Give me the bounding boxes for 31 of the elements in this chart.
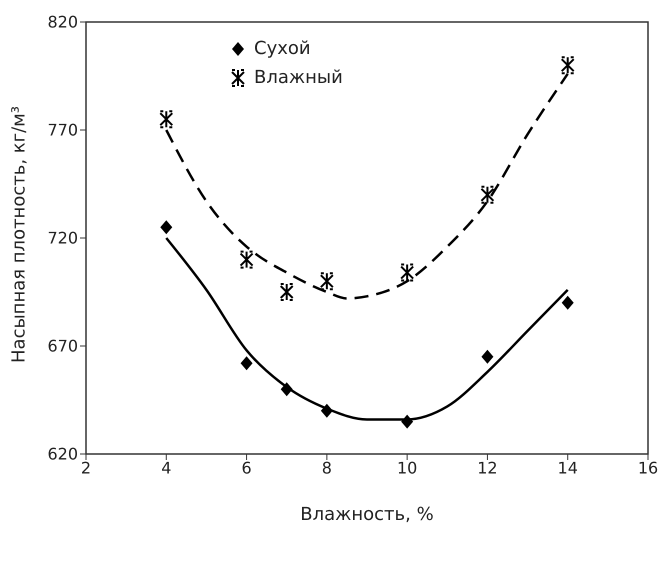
point — [560, 56, 575, 74]
x-tick-label: 2 — [80, 458, 92, 478]
point — [280, 283, 294, 301]
x-tick-label: 12 — [477, 458, 498, 478]
point — [240, 250, 254, 269]
x-tick-label: 8 — [322, 458, 332, 478]
y-tick-label: 620 — [47, 444, 78, 464]
x-tick-label: 4 — [161, 458, 172, 478]
x-tick-label: 14 — [558, 458, 578, 478]
y-tick-label: 820 — [47, 12, 78, 32]
point — [562, 296, 574, 310]
y-tick-label: 720 — [47, 228, 78, 248]
x-tick-label: 6 — [241, 458, 252, 478]
point — [159, 110, 174, 128]
legend-label: Влажный — [254, 67, 343, 88]
y-tick-label: 670 — [47, 336, 78, 356]
point — [320, 272, 334, 290]
point — [280, 382, 293, 396]
point — [400, 264, 414, 282]
point — [481, 350, 494, 364]
y-tick-label: 770 — [47, 120, 78, 140]
point — [240, 356, 253, 370]
point — [320, 404, 333, 418]
x-tick-label: 10 — [396, 458, 418, 478]
y-axis-title: Насыпная плотность, кг/м³ — [8, 106, 30, 363]
point — [160, 220, 172, 234]
point — [401, 414, 414, 429]
x-tick-label: 16 — [638, 458, 658, 478]
point — [480, 186, 494, 204]
x-axis-title: Влажность, % — [300, 504, 434, 525]
legend-label: Сухой — [254, 38, 311, 59]
